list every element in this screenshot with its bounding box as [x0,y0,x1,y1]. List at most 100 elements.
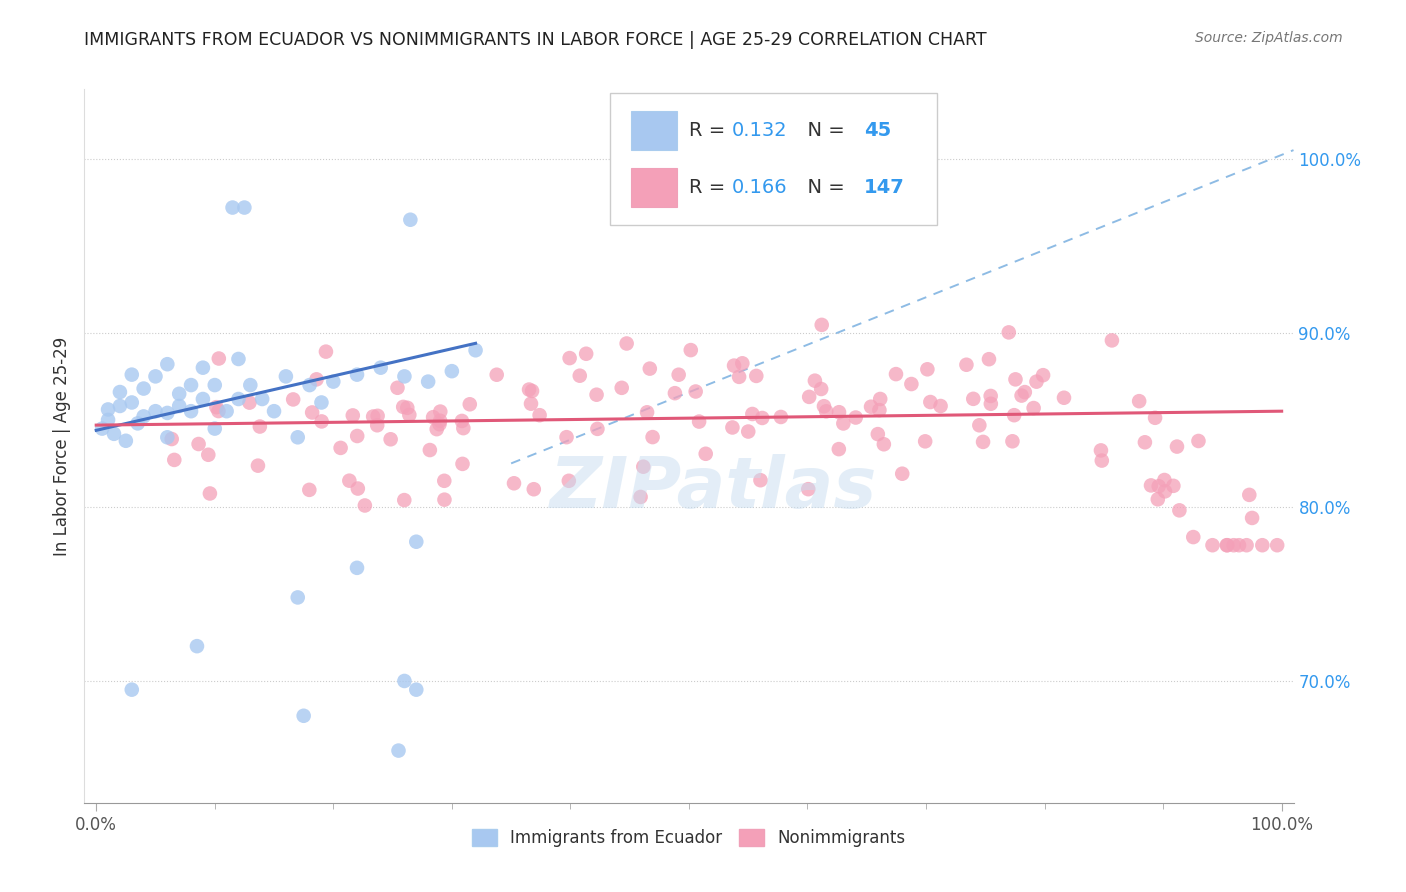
Point [1168,503,1191,517]
Point [1236,538,1258,552]
Point [828,442,851,456]
Text: N =: N = [796,121,852,140]
Point [1133,435,1156,450]
Point [322,375,344,389]
Point [1222,538,1244,552]
Point [433,474,456,488]
Point [287,591,309,605]
Point [127,417,149,431]
Point [997,326,1019,340]
Point [664,386,686,401]
Point [558,351,581,365]
Point [311,395,333,409]
Point [636,405,658,419]
Point [641,430,664,444]
Point [429,414,451,428]
Point [167,386,190,401]
Point [292,708,315,723]
Point [1154,484,1177,499]
Point [630,490,652,504]
Point [804,374,827,388]
Point [156,430,179,444]
Point [873,437,896,451]
Point [233,201,256,215]
Point [884,367,907,381]
Point [728,369,751,384]
Point [731,356,754,370]
Point [1032,368,1054,383]
Point [187,437,209,451]
Text: R =: R = [689,121,731,140]
Point [1004,372,1026,386]
Point [392,400,415,414]
Point [311,414,333,428]
Legend: Immigrants from Ecuador, Nonimmigrants: Immigrants from Ecuador, Nonimmigrants [464,821,914,855]
Point [429,417,451,432]
Point [198,486,221,500]
Point [969,418,991,433]
Point [555,430,578,444]
Point [180,404,202,418]
Point [1144,410,1167,425]
Point [1187,434,1209,448]
Text: 45: 45 [865,121,891,140]
Point [869,392,891,406]
Point [132,382,155,396]
Point [191,360,214,375]
Point [1022,401,1045,415]
Text: 0.166: 0.166 [731,178,787,197]
Point [91,421,114,435]
Y-axis label: In Labor Force | Age 25-29: In Labor Force | Age 25-29 [53,336,72,556]
Point [370,360,392,375]
FancyBboxPatch shape [631,168,676,207]
Text: 0.132: 0.132 [731,121,787,140]
Point [422,410,444,425]
Point [633,459,655,474]
Point [749,473,772,487]
Point [520,384,543,398]
Point [1216,538,1239,552]
Point [394,673,416,688]
Point [204,421,226,435]
Point [160,432,183,446]
Point [929,399,952,413]
Point [1163,479,1185,493]
Point [769,409,792,424]
Point [239,378,262,392]
Point [347,482,370,496]
Point [346,561,368,575]
Point [737,425,759,439]
Point [868,403,890,417]
Point [668,368,690,382]
Point [433,492,456,507]
Point [405,682,427,697]
Point [451,414,474,428]
Point [342,409,364,423]
Point [891,467,914,481]
Point [238,395,260,409]
Point [361,409,384,424]
Point [797,482,820,496]
Point [418,375,440,389]
Point [274,369,297,384]
Point [156,406,179,420]
Point [108,385,131,400]
Point [156,357,179,371]
Point [115,434,138,448]
Point [813,399,835,413]
Point [387,381,409,395]
Point [283,392,305,407]
Point [529,408,551,422]
Point [1241,511,1264,525]
Point [387,743,409,757]
Point [205,400,228,414]
Point [419,443,441,458]
Point [1251,538,1274,552]
Point [799,390,821,404]
Point [167,399,190,413]
Point [451,457,474,471]
Point [121,395,143,409]
Point [263,404,285,418]
Point [914,434,936,449]
Point [741,407,763,421]
